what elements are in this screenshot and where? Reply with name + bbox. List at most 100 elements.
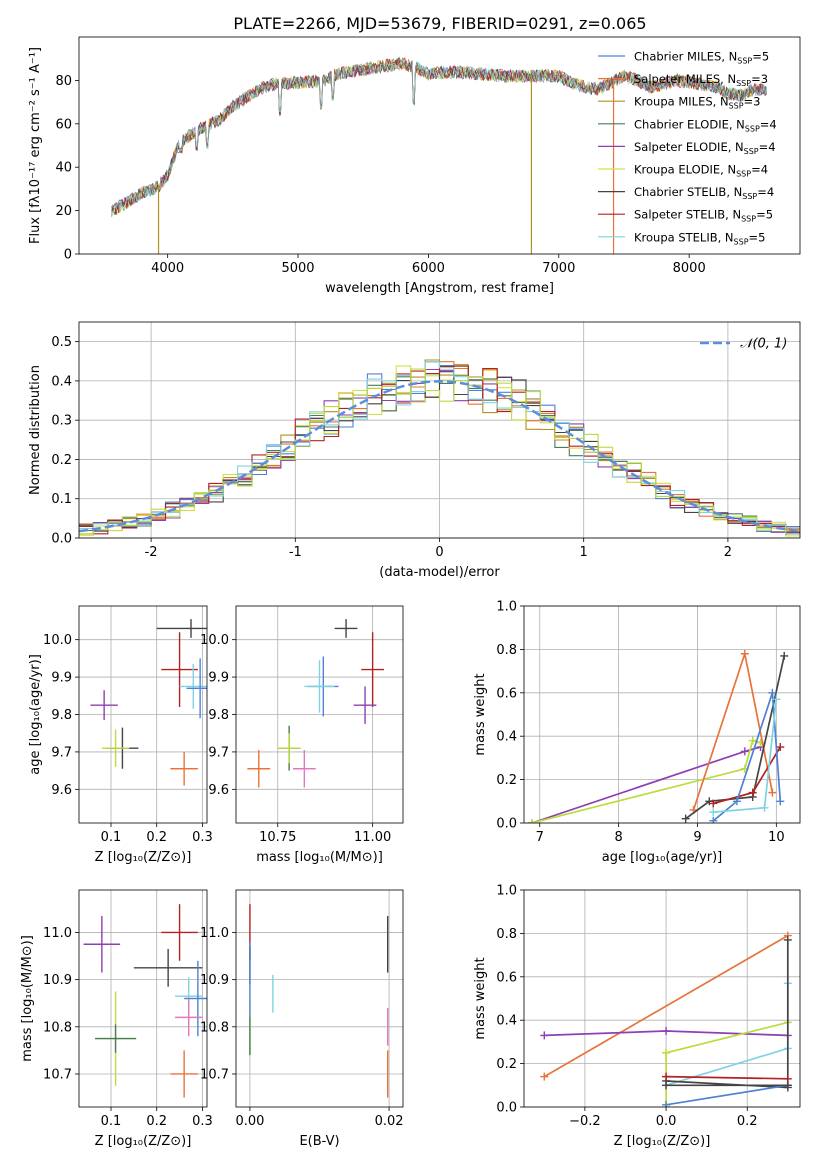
y-axis-label: mass [log₁₀(M/M⊙)] [20,935,35,1062]
spectrum-lines [111,56,767,254]
x-tick-label: 1 [580,545,588,560]
residuals-chart: -2 -1 0 1 2 0.0 0.1 0.2 0.3 0.4 0.5 (data-model)/er… [28,321,801,580]
y-axis-label: Normed distribution [28,365,43,495]
weight-marker [740,649,749,658]
legend-entry: Chabrier ELODIE, NSSP=4 [634,117,777,133]
weight-marker [709,808,718,817]
error-bars [247,619,385,788]
x-axis-label: E(B-V) [299,1134,339,1149]
x-tick-label: 8000 [673,261,706,276]
y-tick-label: 10.9 [200,973,229,988]
x-tick-label: 10.75 [259,830,296,845]
error-bar-point [247,750,271,788]
y-tick-label: 10.9 [43,973,72,988]
y-axis-label: age [log₁₀(age/yr)] [28,654,43,775]
x-tick-label: 0 [435,545,443,560]
mass-vs-Z-chart: 0.1 0.2 0.3 10.7 10.8 10.9 11.0 Z [log₁₀(Z/Z⊙)]… [20,889,213,1149]
y-tick-label: 0.5 [51,335,72,350]
age-vs-mass-chart: 10.75 11.00 9.6 9.7 9.8 9.9 10.0 mass [log₁₀(M/… [200,605,404,865]
x-axis-label: age [log₁₀(age/yr)] [602,850,723,865]
weight-marker [776,797,785,806]
weight-marker [776,743,785,752]
x-tick-label: 0.00 [235,1114,264,1129]
weight-marker [732,797,741,806]
x-tick-label: 0.02 [375,1114,404,1129]
weight-lines [527,649,789,823]
error-bars [83,904,207,1098]
x-tick-label: 0.1 [101,830,122,845]
y-tick-label: 1.0 [496,600,517,615]
y-tick-label: 20 [55,204,72,219]
spectrum-line [111,57,767,218]
spectrum-legend: Chabrier MILES, NSSP=5 Salpeter MILES, NS… [598,50,777,246]
x-tick-label: 0.3 [192,830,213,845]
weight-marker [772,695,781,704]
error-bar-point [161,632,198,708]
y-tick-label: 0.3 [51,414,72,429]
error-bar-point [90,690,118,721]
plot-frame [235,889,404,1108]
y-tick-label: 10.7 [43,1067,72,1082]
legend-entry: Kroupa MILES, NSSP=3 [634,95,760,111]
y-axis-label: Flux [fλ10⁻¹⁷ erg cm⁻² s⁻¹ A⁻¹] [28,47,43,244]
x-tick-label: -2 [145,545,158,560]
weight-vs-age-chart: 7 8 9 10 0.0 0.2 0.4 0.6 0.8 1.0 age [log₁₀(age/yr… [473,600,801,865]
x-axis-label: wavelength [Angstrom, rest frame] [325,281,554,296]
age-vs-Z-chart: 0.1 0.2 0.3 9.6 9.7 9.8 9.9 10.0 Z [log₁₀(Z/Z⊙)]… [28,605,213,865]
weight-marker [527,819,536,823]
x-tick-label: 0.2 [737,1114,758,1129]
weight-marker [780,651,789,660]
y-tick-label: 9.8 [51,708,72,723]
plot-frame [523,889,801,1108]
plot-frame [523,605,801,824]
legend-entry: Chabrier MILES, NSSP=5 [634,50,769,66]
y-tick-label: 9.9 [208,671,229,686]
y-tick-label: 0.0 [496,817,517,832]
x-tick-label: 0.1 [101,1114,122,1129]
legend-entry: Kroupa ELODIE, NSSP=4 [634,163,768,179]
y-tick-label: 9.6 [208,783,229,798]
y-tick-label: 11.0 [200,926,229,941]
x-axis-label: (data-model)/error [379,565,500,580]
x-tick-label: -1 [289,545,302,560]
weight-marker [662,1027,671,1036]
weight-marker [760,803,769,812]
weight-marker [740,747,749,756]
y-tick-label: 40 [55,161,72,176]
y-tick-label: 0.0 [51,532,72,547]
x-tick-label: 7000 [542,261,575,276]
error-bars [90,619,207,786]
error-bar-point [277,733,301,764]
x-tick-label: 6000 [412,261,445,276]
weight-marker [768,788,777,797]
x-axis-label: mass [log₁₀(M/M⊙)] [256,850,383,865]
legend-entry: Salpeter ELODIE, NSSP=4 [634,140,776,156]
plot-frame [78,36,801,255]
weight-marker [783,1081,792,1090]
error-bar-point [170,751,198,786]
y-tick-label: 0.8 [496,643,517,658]
y-tick-label: 10.8 [43,1020,72,1035]
x-tick-label: 4000 [151,261,184,276]
x-tick-label: 11.00 [354,830,391,845]
y-axis-label: mass weight [473,957,488,1039]
weight-vs-Z-chart: −0.2 0.0 0.2 0.0 0.2 0.4 0.6 0.8 1.0 Z [log₁₀(Z/Z… [473,884,801,1149]
histogram-series [79,365,800,535]
x-axis-label: Z [log₁₀(Z/Z⊙)] [95,1134,192,1149]
y-tick-label: 10.8 [200,1020,229,1035]
spectrum-line [111,58,767,213]
x-tick-label: 0.2 [146,830,167,845]
y-tick-label: 0.0 [496,1101,517,1116]
weight-lines [540,931,792,1107]
x-tick-label: 8 [614,830,622,845]
y-tick-label: 60 [55,117,72,132]
y-tick-label: 0.4 [51,374,72,389]
y-tick-label: 9.9 [51,671,72,686]
weight-series-line [692,650,774,811]
y-tick-label: 10.0 [200,633,229,648]
mass-vs-ebv-chart: 0.00 0.02 10.7 10.8 10.9 11.0 E(B-V) [200,889,404,1149]
histogram-series [79,368,800,535]
y-tick-label: 11.0 [43,926,72,941]
weight-marker [540,1072,549,1081]
